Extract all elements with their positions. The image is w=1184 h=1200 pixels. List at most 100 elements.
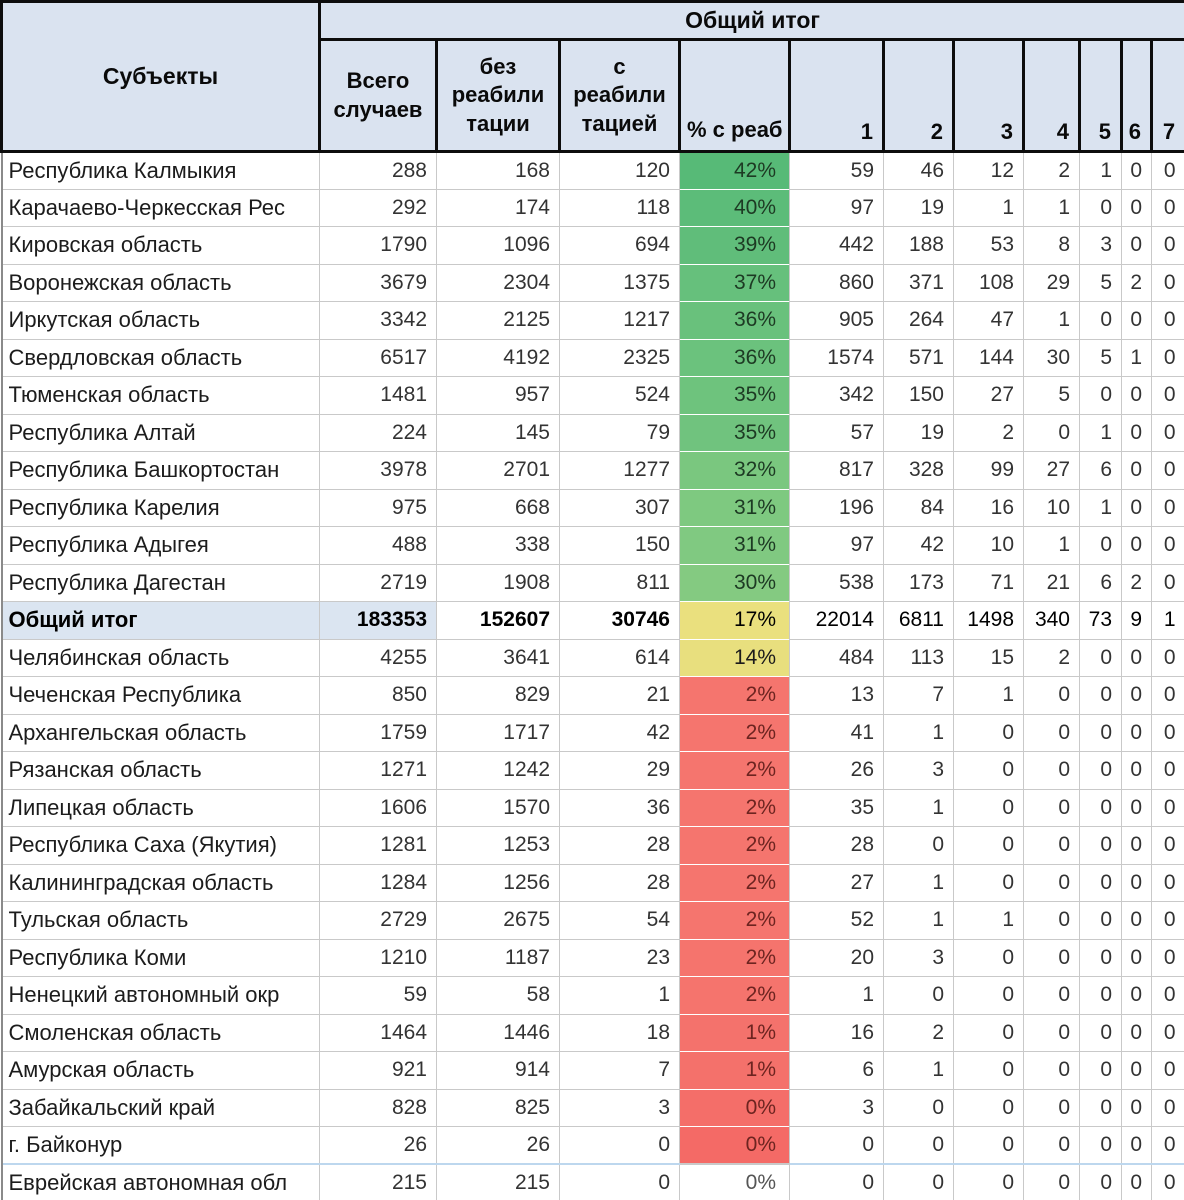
- cell-count-1[interactable]: 860: [789, 263, 884, 302]
- cell-subject[interactable]: Калининградская область: [0, 863, 320, 902]
- cell-total-cases[interactable]: 288: [319, 151, 437, 190]
- cell-count-2[interactable]: 1: [883, 713, 954, 752]
- cell-count-1[interactable]: 97: [789, 526, 884, 565]
- cell-with-rehab[interactable]: 694: [559, 226, 680, 265]
- cell-count-5[interactable]: 0: [1079, 188, 1122, 227]
- cell-total-cases[interactable]: 292: [319, 188, 437, 227]
- cell-total-cases[interactable]: 215: [319, 1163, 437, 1200]
- cell-percent-rehab[interactable]: 2%: [679, 864, 790, 902]
- cell-subject[interactable]: Республика Саха (Якутия): [0, 826, 320, 865]
- cell-percent-rehab[interactable]: 1%: [679, 1051, 790, 1089]
- cell-subject[interactable]: Тульская область: [0, 901, 320, 940]
- cell-total-cases[interactable]: 828: [319, 1088, 437, 1127]
- cell-count-5[interactable]: 0: [1079, 526, 1122, 565]
- cell-total-cases[interactable]: 1284: [319, 863, 437, 902]
- cell-subject[interactable]: Челябинская область: [0, 638, 320, 677]
- cell-total-cases[interactable]: 183353: [319, 601, 437, 640]
- cell-count-6[interactable]: 0: [1121, 376, 1152, 415]
- cell-subject[interactable]: г. Байконур: [0, 1126, 320, 1165]
- header-total-cases[interactable]: Всего случаев: [318, 38, 438, 153]
- cell-subject[interactable]: Республика Коми: [0, 938, 320, 977]
- cell-subject[interactable]: Республика Карелия: [0, 488, 320, 527]
- cell-count-5[interactable]: 0: [1079, 901, 1122, 940]
- cell-percent-rehab[interactable]: 35%: [679, 414, 790, 452]
- cell-with-rehab[interactable]: 1375: [559, 263, 680, 302]
- cell-count-4[interactable]: 0: [1023, 1163, 1080, 1200]
- cell-with-rehab[interactable]: 3: [559, 1088, 680, 1127]
- cell-with-rehab[interactable]: 0: [559, 1126, 680, 1165]
- cell-count-6[interactable]: 0: [1121, 638, 1152, 677]
- header-col-3[interactable]: 3: [952, 38, 1025, 153]
- cell-without-rehab[interactable]: 338: [436, 526, 560, 565]
- cell-total-cases[interactable]: 921: [319, 1051, 437, 1090]
- cell-count-3[interactable]: 0: [953, 713, 1024, 752]
- header-subjects[interactable]: Субъекты: [0, 0, 321, 153]
- cell-count-4[interactable]: 30: [1023, 338, 1080, 377]
- cell-count-7[interactable]: 0: [1150, 976, 1184, 1015]
- cell-with-rehab[interactable]: 23: [559, 938, 680, 977]
- cell-count-4[interactable]: 0: [1023, 1126, 1080, 1165]
- cell-count-3[interactable]: 0: [953, 1163, 1024, 1200]
- cell-without-rehab[interactable]: 957: [436, 376, 560, 415]
- cell-count-6[interactable]: 0: [1121, 188, 1152, 227]
- cell-total-cases[interactable]: 850: [319, 676, 437, 715]
- cell-count-4[interactable]: 0: [1023, 713, 1080, 752]
- cell-count-5[interactable]: 1: [1079, 151, 1122, 190]
- cell-count-3[interactable]: 1498: [953, 601, 1024, 640]
- cell-subject[interactable]: Республика Башкортостан: [0, 451, 320, 490]
- cell-count-5[interactable]: 73: [1079, 601, 1122, 640]
- cell-total-cases[interactable]: 1210: [319, 938, 437, 977]
- header-col-2[interactable]: 2: [882, 38, 955, 153]
- cell-count-2[interactable]: 2: [883, 1013, 954, 1052]
- cell-percent-rehab[interactable]: 32%: [679, 451, 790, 489]
- cell-without-rehab[interactable]: 26: [436, 1126, 560, 1165]
- cell-count-4[interactable]: 0: [1023, 1013, 1080, 1052]
- cell-count-1[interactable]: 484: [789, 638, 884, 677]
- cell-without-rehab[interactable]: 1570: [436, 788, 560, 827]
- cell-without-rehab[interactable]: 2125: [436, 301, 560, 340]
- cell-count-3[interactable]: 0: [953, 751, 1024, 790]
- cell-with-rehab[interactable]: 18: [559, 1013, 680, 1052]
- cell-with-rehab[interactable]: 28: [559, 863, 680, 902]
- header-percent-rehab[interactable]: % с реаб: [678, 38, 791, 153]
- cell-count-3[interactable]: 12: [953, 151, 1024, 190]
- cell-without-rehab[interactable]: 914: [436, 1051, 560, 1090]
- cell-count-7[interactable]: 0: [1150, 638, 1184, 677]
- cell-count-3[interactable]: 1: [953, 901, 1024, 940]
- cell-count-2[interactable]: 188: [883, 226, 954, 265]
- cell-count-5[interactable]: 5: [1079, 338, 1122, 377]
- cell-with-rehab[interactable]: 7: [559, 1051, 680, 1090]
- cell-count-5[interactable]: 0: [1079, 638, 1122, 677]
- cell-total-cases[interactable]: 1464: [319, 1013, 437, 1052]
- cell-subject[interactable]: Кировская область: [0, 226, 320, 265]
- cell-count-4[interactable]: 27: [1023, 451, 1080, 490]
- cell-count-1[interactable]: 6: [789, 1051, 884, 1090]
- header-col-4[interactable]: 4: [1022, 38, 1081, 153]
- cell-with-rehab[interactable]: 28: [559, 826, 680, 865]
- cell-percent-rehab[interactable]: 36%: [679, 301, 790, 339]
- cell-total-cases[interactable]: 1790: [319, 226, 437, 265]
- cell-count-3[interactable]: 0: [953, 1013, 1024, 1052]
- cell-count-7[interactable]: 1: [1150, 601, 1184, 640]
- cell-count-5[interactable]: 0: [1079, 751, 1122, 790]
- cell-subject[interactable]: Амурская область: [0, 1051, 320, 1090]
- cell-count-1[interactable]: 52: [789, 901, 884, 940]
- cell-with-rehab[interactable]: 118: [559, 188, 680, 227]
- cell-total-cases[interactable]: 3679: [319, 263, 437, 302]
- cell-subject[interactable]: Общий итог: [0, 601, 320, 640]
- cell-with-rehab[interactable]: 36: [559, 788, 680, 827]
- cell-count-1[interactable]: 28: [789, 826, 884, 865]
- cell-count-6[interactable]: 9: [1121, 601, 1152, 640]
- cell-with-rehab[interactable]: 1217: [559, 301, 680, 340]
- cell-percent-rehab[interactable]: 40%: [679, 189, 790, 227]
- cell-count-4[interactable]: 10: [1023, 488, 1080, 527]
- cell-count-3[interactable]: 15: [953, 638, 1024, 677]
- cell-count-3[interactable]: 71: [953, 563, 1024, 602]
- cell-count-4[interactable]: 8: [1023, 226, 1080, 265]
- cell-count-5[interactable]: 0: [1079, 863, 1122, 902]
- cell-count-2[interactable]: 19: [883, 188, 954, 227]
- cell-count-7[interactable]: 0: [1150, 413, 1184, 452]
- cell-subject[interactable]: Ненецкий автономный окр: [0, 976, 320, 1015]
- cell-count-3[interactable]: 0: [953, 1126, 1024, 1165]
- cell-count-5[interactable]: 5: [1079, 263, 1122, 302]
